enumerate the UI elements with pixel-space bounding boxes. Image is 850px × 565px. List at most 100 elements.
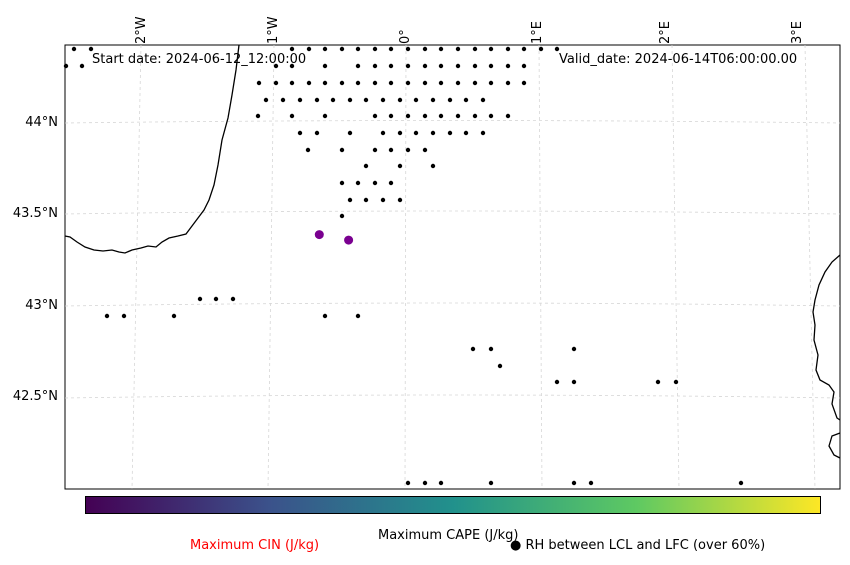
rh-marker-dot xyxy=(388,63,394,69)
rh-marker-dot xyxy=(405,480,411,486)
rh-marker-dot xyxy=(521,80,527,86)
rh-marker-field xyxy=(63,46,744,486)
rh-marker-dot xyxy=(488,80,494,86)
rh-marker-dot xyxy=(472,113,478,119)
rh-marker-dot xyxy=(388,113,394,119)
rh-marker-dot xyxy=(571,379,577,385)
rh-marker-dot xyxy=(397,197,403,203)
rh-marker-dot xyxy=(655,379,661,385)
rh-marker-dot xyxy=(505,63,511,69)
rh-marker-dot xyxy=(480,97,486,103)
rh-marker-dot xyxy=(273,80,279,86)
rh-marker-dot xyxy=(488,113,494,119)
rh-marker-dot xyxy=(88,46,94,52)
rh-marker-dot xyxy=(397,163,403,169)
cape-colorbar xyxy=(85,496,821,514)
rh-marker-dot xyxy=(488,63,494,69)
rh-marker-dot xyxy=(347,97,353,103)
rh-marker-dot xyxy=(422,80,428,86)
rh-marker-dot xyxy=(397,97,403,103)
rh-marker-dot xyxy=(430,97,436,103)
rh-marker-dot xyxy=(339,147,345,153)
rh-marker-dot xyxy=(505,46,511,52)
rh-marker-dot xyxy=(372,180,378,186)
rh-marker-dot xyxy=(63,63,69,69)
rh-marker-dot xyxy=(405,63,411,69)
lat-tick-44: 44°N xyxy=(25,115,58,130)
rh-marker-dot xyxy=(355,63,361,69)
rh-marker-dot xyxy=(521,46,527,52)
rh-marker-dot xyxy=(322,63,328,69)
rh-marker-dot xyxy=(289,113,295,119)
rh-marker-dot xyxy=(413,130,419,136)
lon-tick-0: 0° xyxy=(398,29,413,44)
rh-marker-dot xyxy=(289,46,295,52)
rh-marker-dot xyxy=(372,46,378,52)
rh-marker-dot xyxy=(355,46,361,52)
rh-marker-dot xyxy=(455,46,461,52)
lat-tick-43: 43°N xyxy=(25,298,58,313)
rh-marker-dot xyxy=(472,63,478,69)
rh-marker-dot xyxy=(372,63,378,69)
rh-marker-dot xyxy=(463,130,469,136)
rh-marker-dot xyxy=(388,80,394,86)
rh-marker-dot xyxy=(347,197,353,203)
cape-marker-field xyxy=(314,230,354,245)
rh-marker-dot xyxy=(405,46,411,52)
rh-marker-dot xyxy=(213,296,219,302)
rh-marker-dot xyxy=(521,63,527,69)
rh-marker-dot xyxy=(372,147,378,153)
rh-marker-dot xyxy=(470,346,476,352)
rh-marker-dot xyxy=(455,113,461,119)
rh-legend-marker-icon: ● xyxy=(510,538,522,553)
map-frame xyxy=(64,44,841,490)
rh-marker-dot xyxy=(554,46,560,52)
rh-marker-dot xyxy=(472,80,478,86)
lon-tick-1e: 1°E xyxy=(530,21,545,44)
rh-marker-dot xyxy=(347,130,353,136)
rh-marker-dot xyxy=(121,313,127,319)
rh-marker-dot xyxy=(314,97,320,103)
rh-marker-dot xyxy=(505,113,511,119)
rh-marker-dot xyxy=(472,46,478,52)
rh-marker-dot xyxy=(447,130,453,136)
rh-marker-dot xyxy=(273,63,279,69)
rh-marker-dot xyxy=(380,97,386,103)
cape-marker xyxy=(314,230,324,240)
lat-tick-42-5: 42.5°N xyxy=(12,389,58,404)
rh-marker-dot xyxy=(538,46,544,52)
rh-marker-dot xyxy=(455,80,461,86)
rh-marker-dot xyxy=(438,46,444,52)
rh-marker-dot xyxy=(505,80,511,86)
rh-marker-dot xyxy=(322,313,328,319)
rh-marker-dot xyxy=(388,46,394,52)
rh-marker-dot xyxy=(488,346,494,352)
rh-marker-dot xyxy=(322,80,328,86)
lon-tick-2e: 2°E xyxy=(658,21,673,44)
start-date-label: Start date: 2024-06-12_12:00:00 xyxy=(92,52,307,67)
rh-marker-dot xyxy=(497,363,503,369)
rh-marker-dot xyxy=(322,113,328,119)
lat-tick-43-5: 43.5°N xyxy=(12,206,58,221)
rh-marker-dot xyxy=(422,46,428,52)
rh-marker-dot xyxy=(571,480,577,486)
rh-marker-dot xyxy=(289,80,295,86)
rh-marker-dot xyxy=(339,180,345,186)
rh-marker-dot xyxy=(422,147,428,153)
rh-marker-dot xyxy=(79,63,85,69)
rh-marker-dot xyxy=(438,80,444,86)
rh-marker-dot xyxy=(330,97,336,103)
rh-marker-dot xyxy=(104,313,110,319)
rh-marker-dot xyxy=(197,296,203,302)
rh-marker-dot xyxy=(372,113,378,119)
cape-marker xyxy=(344,235,354,245)
rh-marker-dot xyxy=(430,130,436,136)
rh-marker-dot xyxy=(405,80,411,86)
rh-marker-dot xyxy=(430,163,436,169)
rh-marker-dot xyxy=(388,147,394,153)
valid-date-label: Valid_date: 2024-06-14T06:00:00.00 xyxy=(559,52,798,67)
coastline-east-bottom xyxy=(828,432,841,459)
rh-marker-dot xyxy=(306,46,312,52)
rh-legend-label: RH between LCL and LFC (over 60%) xyxy=(525,538,766,553)
